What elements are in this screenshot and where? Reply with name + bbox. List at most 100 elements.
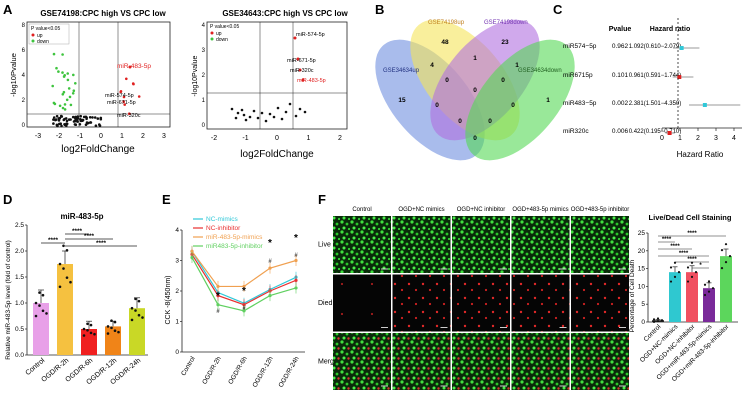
- bar: [81, 329, 97, 355]
- volcano-point-down: [51, 84, 54, 88]
- bar: [669, 272, 681, 322]
- data-point: [65, 249, 69, 252]
- y-tick: 0.0: [15, 352, 24, 359]
- gene-label: miR-671-5p: [287, 58, 316, 64]
- volcano-point-up: [122, 95, 126, 99]
- volcano-point: [55, 114, 59, 118]
- microscopy-col-label: OGD+NC inhibitor: [457, 207, 506, 213]
- x-tick: -1: [77, 133, 83, 140]
- volcano-ylabel: -log10Pvalue: [192, 55, 199, 96]
- microscopy-row-label: Died: [318, 300, 333, 307]
- volcano-point: [244, 118, 248, 122]
- forest-xlabel: Hazard Ratio: [677, 150, 724, 159]
- data-point: [652, 318, 656, 321]
- volcano-point: [264, 119, 268, 123]
- chart-title: miR-483-5p: [60, 212, 103, 221]
- y-tick: 0: [22, 123, 26, 129]
- bar: [129, 308, 145, 355]
- volcano-point: [84, 123, 88, 126]
- gene-label: miR-483-5p: [297, 78, 326, 84]
- x-tick: OGD/R-2h: [201, 355, 223, 385]
- y-tick: 2.5: [15, 222, 24, 229]
- volcano-point: [242, 113, 246, 117]
- bar-chart-cell-death: Live/Dead Cell Staining Percentage of Ce…: [629, 213, 738, 383]
- forest-estimate-marker: [702, 103, 707, 107]
- x-tick: OGD/R-24h: [278, 355, 301, 389]
- volcano-point: [256, 116, 260, 120]
- significance-star: *: [216, 291, 220, 302]
- data-point: [707, 280, 711, 283]
- microscopy-image: [392, 216, 451, 273]
- data-point: [45, 312, 48, 315]
- volcano-point-down: [66, 78, 70, 82]
- significance-star: *: [268, 238, 272, 249]
- series-point: [294, 286, 298, 290]
- volcano-point: [85, 117, 88, 121]
- volcano-point-down: [63, 108, 67, 111]
- data-point: [62, 244, 65, 248]
- venn-count: 1: [473, 55, 477, 62]
- volcano-point-up: [137, 95, 141, 98]
- volcano-xlabel: log2FoldChange: [61, 144, 135, 155]
- forest-row-name: miR483−5p: [563, 100, 597, 107]
- data-point: [134, 297, 137, 301]
- significance-label: ****: [687, 231, 697, 237]
- y-tick: 2.0: [15, 248, 24, 255]
- data-point: [137, 299, 141, 303]
- legend-up-marker: [210, 31, 214, 35]
- data-point: [69, 280, 72, 284]
- y-tick: 1.5: [15, 274, 24, 281]
- volcano-ylabel: -log10Pvalue: [9, 53, 18, 97]
- data-point: [141, 316, 144, 319]
- significance-star: *: [294, 233, 298, 244]
- data-point: [86, 322, 89, 326]
- data-point: [669, 266, 673, 269]
- line-chart-cck8: CCK -8(450nm) 0 1 2 3 4 NC-mimics NC-inhibitor…: [165, 216, 305, 389]
- volcano-point-down: [61, 106, 65, 110]
- volcano-point-up: [122, 100, 125, 103]
- y-tick: 3: [175, 258, 179, 265]
- volcano-point: [248, 115, 252, 119]
- volcano-point: [63, 123, 66, 126]
- significance-hash: #: [242, 306, 246, 312]
- y-tick: 4: [175, 227, 179, 234]
- volcano-point-down: [69, 103, 73, 107]
- data-point: [65, 276, 69, 279]
- panel-letter-f: F: [318, 192, 326, 207]
- x-tick: 3: [162, 133, 166, 140]
- microscopy-col-label: Control: [352, 207, 371, 213]
- data-point: [137, 313, 141, 317]
- data-point: [38, 304, 41, 307]
- microscopy-col-label: OGD+483-5p mimics: [512, 207, 568, 213]
- venn-count: 1: [546, 97, 550, 104]
- volcano-point-down: [71, 92, 75, 95]
- forest-row-hr: 0.961(0.591−1.744): [629, 73, 682, 79]
- data-point: [117, 330, 120, 334]
- volcano-point: [57, 119, 61, 122]
- x-tick: Control: [180, 355, 197, 377]
- venn-label: GSE34634up: [383, 68, 420, 74]
- legend-box: [28, 23, 70, 45]
- volcano-point-up: [296, 57, 300, 61]
- venn-set-gse34634down: [465, 39, 575, 161]
- volcano-point-up: [293, 36, 297, 40]
- volcano-point-up: [301, 78, 305, 82]
- forest-row-pvalue: 0.962: [612, 43, 629, 50]
- data-point: [89, 331, 93, 335]
- data-point: [703, 283, 707, 286]
- forest-col-header: Pvalue: [609, 26, 632, 33]
- volcano-point-down: [74, 82, 77, 85]
- microscopy-image: [571, 333, 629, 390]
- data-point: [106, 332, 110, 335]
- significance-label: ****: [84, 233, 95, 240]
- volcano-point: [294, 114, 298, 118]
- x-tick: -3: [35, 133, 41, 140]
- data-point: [110, 326, 113, 330]
- microscopy-image: [392, 333, 451, 390]
- data-point: [62, 267, 65, 270]
- y-tick: 1.0: [15, 300, 24, 307]
- data-point: [677, 271, 681, 274]
- volcano-point: [67, 118, 71, 121]
- data-point: [724, 243, 728, 246]
- volcano-point: [63, 117, 66, 121]
